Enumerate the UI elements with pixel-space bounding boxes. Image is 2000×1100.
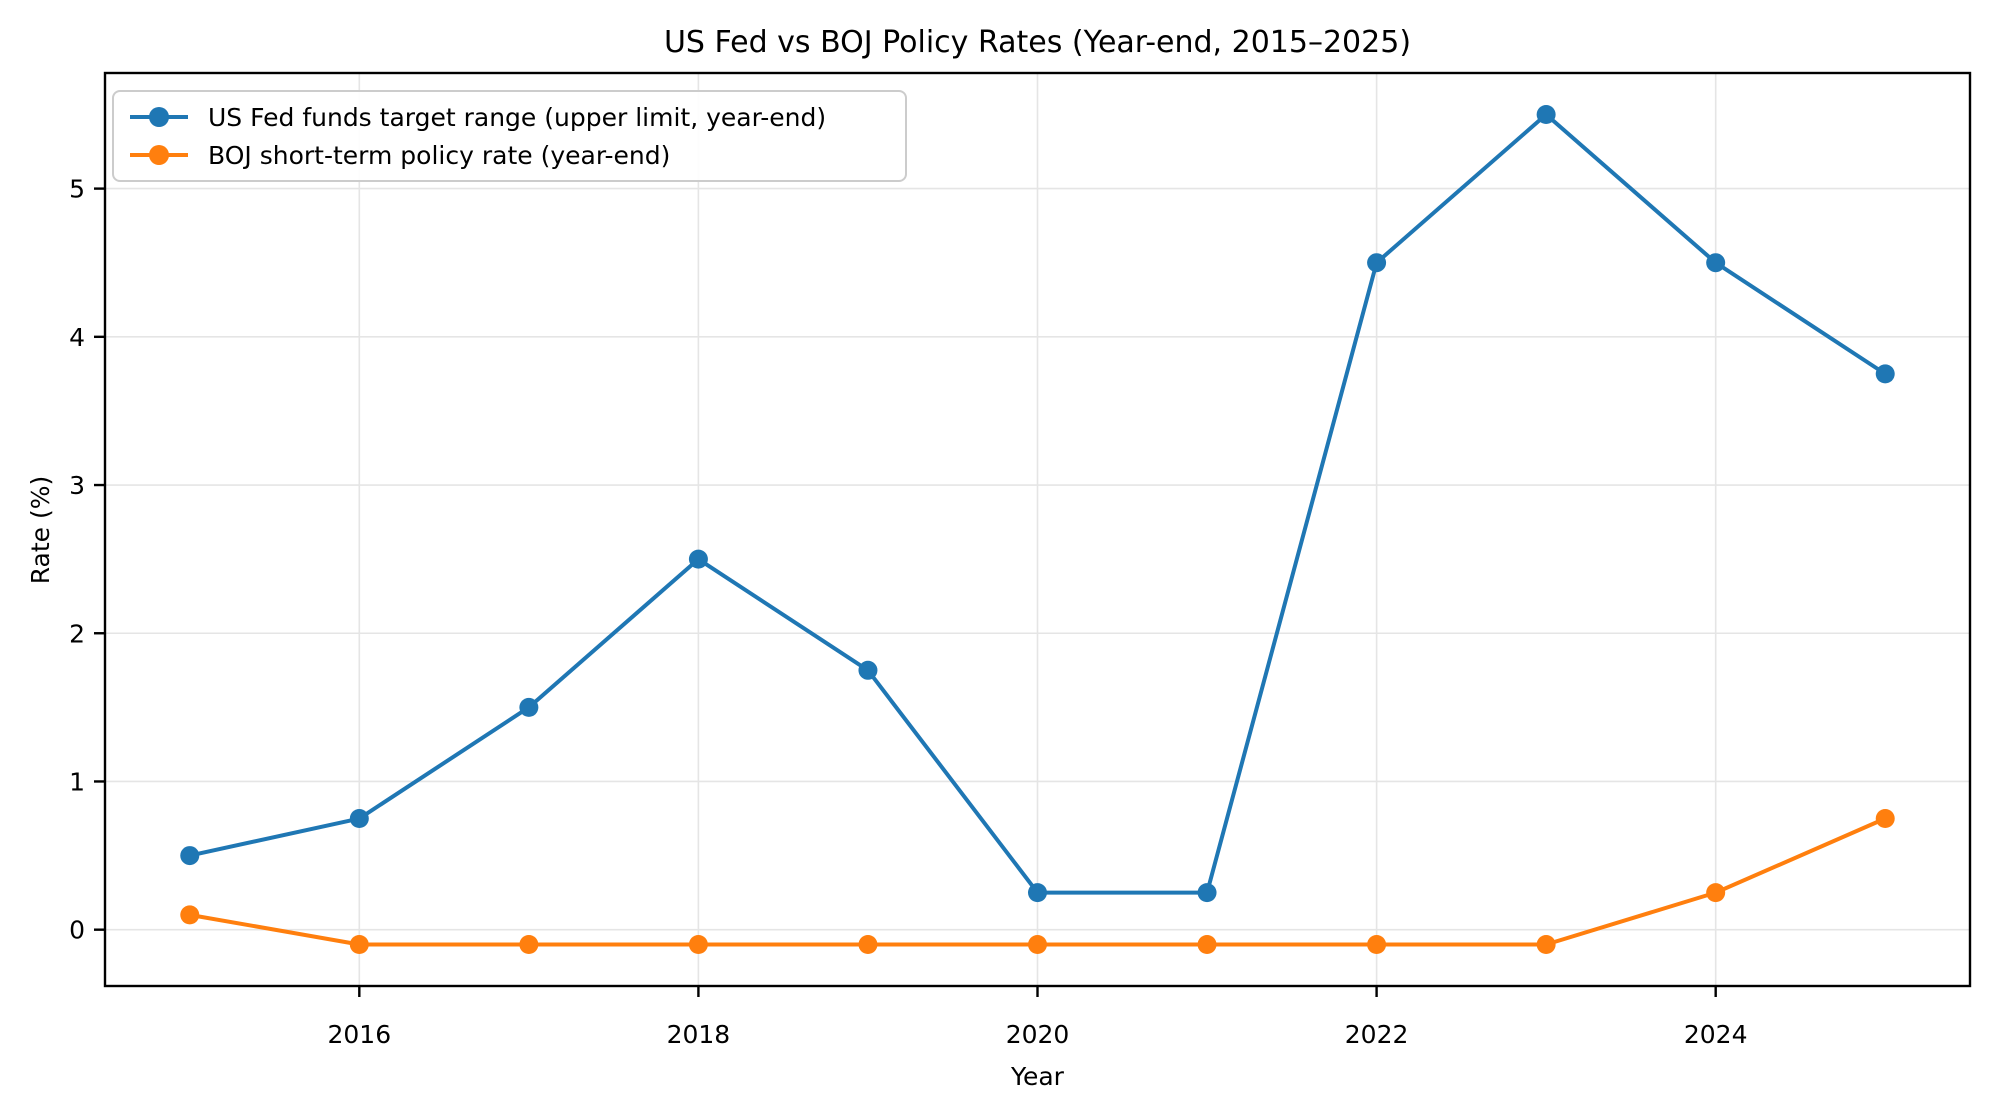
- legend-label-boj: BOJ short-term policy rate (year-end): [208, 140, 671, 170]
- series-marker-1: [1706, 883, 1726, 903]
- series-marker-0: [1536, 105, 1556, 124]
- series-marker-0: [349, 809, 369, 829]
- legend: US Fed funds target range (upper limit, …: [112, 90, 907, 182]
- y-tick-label: 1: [69, 767, 85, 796]
- legend-item-fed: US Fed funds target range (upper limit, …: [130, 98, 889, 136]
- series-marker-1: [349, 935, 369, 954]
- series-marker-0: [519, 697, 539, 717]
- legend-line-marker-icon: [130, 144, 188, 166]
- x-tick-label: 2020: [1006, 1020, 1070, 1049]
- y-tick-label: 3: [69, 471, 85, 500]
- series-marker-0: [180, 846, 200, 866]
- series-marker-1: [858, 935, 878, 954]
- x-tick-label: 2018: [667, 1020, 731, 1049]
- series-marker-1: [1367, 935, 1387, 954]
- series-marker-0: [1706, 253, 1726, 273]
- series-marker-1: [1197, 935, 1217, 954]
- legend-item-boj: BOJ short-term policy rate (year-end): [130, 136, 889, 174]
- series-marker-1: [180, 905, 200, 925]
- series-marker-1: [1875, 809, 1895, 829]
- x-tick-label: 2024: [1684, 1020, 1748, 1049]
- y-tick-label: 2: [69, 619, 85, 648]
- legend-label-fed: US Fed funds target range (upper limit, …: [208, 102, 827, 132]
- y-tick-label: 5: [69, 175, 85, 204]
- series-marker-0: [1028, 883, 1047, 903]
- series-marker-1: [1536, 935, 1556, 954]
- series-marker-1: [519, 935, 539, 954]
- series-marker-0: [1197, 883, 1217, 903]
- x-axis-label: Year: [1011, 1062, 1064, 1091]
- x-tick-label: 2016: [328, 1020, 392, 1049]
- chart-title: US Fed vs BOJ Policy Rates (Year-end, 20…: [663, 25, 1412, 60]
- legend-line-marker-icon: [130, 106, 188, 128]
- series-marker-0: [858, 660, 878, 680]
- series-marker-0: [1367, 253, 1387, 273]
- series-marker-0: [688, 549, 708, 569]
- series-marker-1: [688, 935, 708, 954]
- series-marker-0: [1875, 364, 1895, 384]
- y-tick-label: 4: [69, 323, 85, 352]
- y-tick-label: 0: [69, 916, 85, 945]
- series-marker-1: [1028, 935, 1047, 954]
- x-tick-label: 2022: [1345, 1020, 1409, 1049]
- y-axis-label: Rate (%): [26, 475, 55, 585]
